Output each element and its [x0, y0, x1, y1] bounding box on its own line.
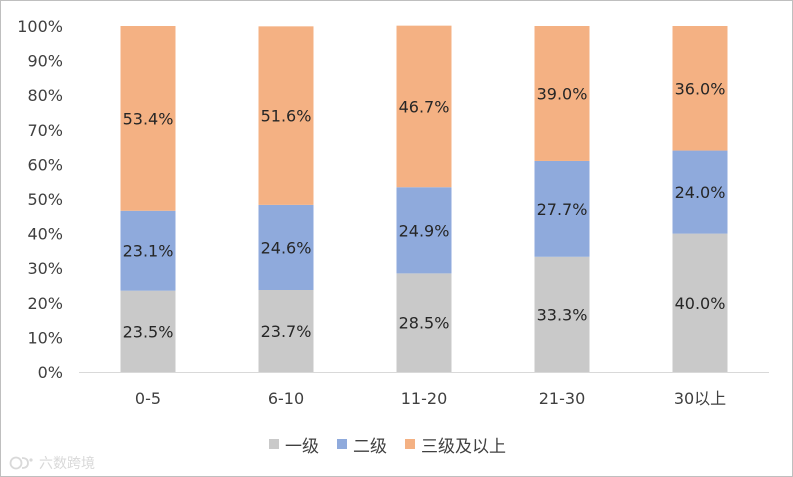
- data-label: 28.5%: [399, 314, 450, 333]
- y-tick-label: 90%: [27, 52, 63, 71]
- data-label: 24.9%: [399, 221, 450, 240]
- watermark-text: 六数跨境: [39, 456, 95, 472]
- bar-segment-1: [120, 290, 176, 372]
- y-tick-label: 30%: [27, 259, 63, 278]
- x-tick-label: 11-20: [401, 389, 448, 408]
- bar-segment-2: [534, 160, 590, 257]
- legend-item: 三级及以上: [405, 432, 506, 457]
- bar-segment-3: [396, 25, 452, 188]
- y-tick-label: 70%: [27, 121, 63, 140]
- brand-logo-icon: [9, 456, 33, 470]
- x-axis: 0-5 6-10 11-20 21-30 30以上: [79, 372, 769, 408]
- data-label: 23.7%: [261, 322, 312, 341]
- legend: 一级 二级 三级及以上: [269, 432, 506, 457]
- y-tick-label: 40%: [27, 225, 63, 244]
- data-label: 27.7%: [537, 200, 588, 219]
- bar-segment-3: [672, 26, 728, 151]
- y-tick-label: 80%: [27, 86, 63, 105]
- data-label: 53.4%: [123, 109, 174, 128]
- legend-item: 二级: [337, 432, 387, 457]
- y-tick-label: 50%: [27, 190, 63, 209]
- data-label: 23.5%: [123, 322, 174, 341]
- legend-label: 三级及以上: [421, 436, 506, 457]
- y-tick-label: 10%: [27, 328, 63, 347]
- bar-segment-1: [672, 233, 728, 372]
- bar-segment-1: [258, 289, 314, 372]
- legend-swatch: [337, 439, 347, 449]
- y-tick-label: 20%: [27, 294, 63, 313]
- legend-label: 二级: [353, 436, 387, 457]
- stacked-bar-chart: 0%10%20%30%40%50%60%70%80%90%100% 23.5%2…: [17, 17, 769, 408]
- bar-segment-3: [534, 26, 590, 161]
- bar-segment-2: [258, 204, 314, 290]
- bar-segment-1: [534, 256, 590, 372]
- legend-label: 一级: [285, 436, 319, 457]
- legend-item: 一级: [269, 432, 319, 457]
- x-tick-label: 6-10: [268, 389, 304, 408]
- data-label: 33.3%: [537, 305, 588, 324]
- y-tick-label: 100%: [17, 17, 63, 36]
- bar-segment-2: [120, 210, 176, 291]
- y-tick-label: 60%: [27, 155, 63, 174]
- data-label: 40.0%: [675, 294, 726, 313]
- y-tick-label: 0%: [38, 363, 63, 382]
- bars: 23.5% 23.1% 53.4% 23.7% 24.6% 51.6% 28.5% 24.9%…: [120, 25, 728, 372]
- data-label: 36.0%: [675, 79, 726, 98]
- watermark: 六数跨境: [9, 453, 95, 473]
- bar-segment-1: [396, 273, 452, 372]
- data-label: 24.6%: [261, 238, 312, 257]
- x-tick-label: 30以上: [674, 389, 726, 408]
- x-tick-label: 0-5: [135, 389, 161, 408]
- bar-segment-2: [396, 187, 452, 274]
- x-tick-label: 21-30: [539, 389, 586, 408]
- bar-segment-3: [258, 26, 314, 205]
- legend-swatch: [405, 439, 415, 449]
- legend-swatch: [269, 439, 279, 449]
- y-axis: 0% 10% 20% 30% 40% 50% 60% 70% 80% 90% 100%: [17, 17, 63, 382]
- bar-segment-3: [120, 26, 176, 211]
- data-label: 51.6%: [261, 107, 312, 126]
- data-label: 46.7%: [399, 97, 450, 116]
- data-label: 39.0%: [537, 84, 588, 103]
- data-label: 23.1%: [123, 242, 174, 261]
- bar-segment-2: [672, 150, 728, 234]
- data-label: 24.0%: [675, 183, 726, 202]
